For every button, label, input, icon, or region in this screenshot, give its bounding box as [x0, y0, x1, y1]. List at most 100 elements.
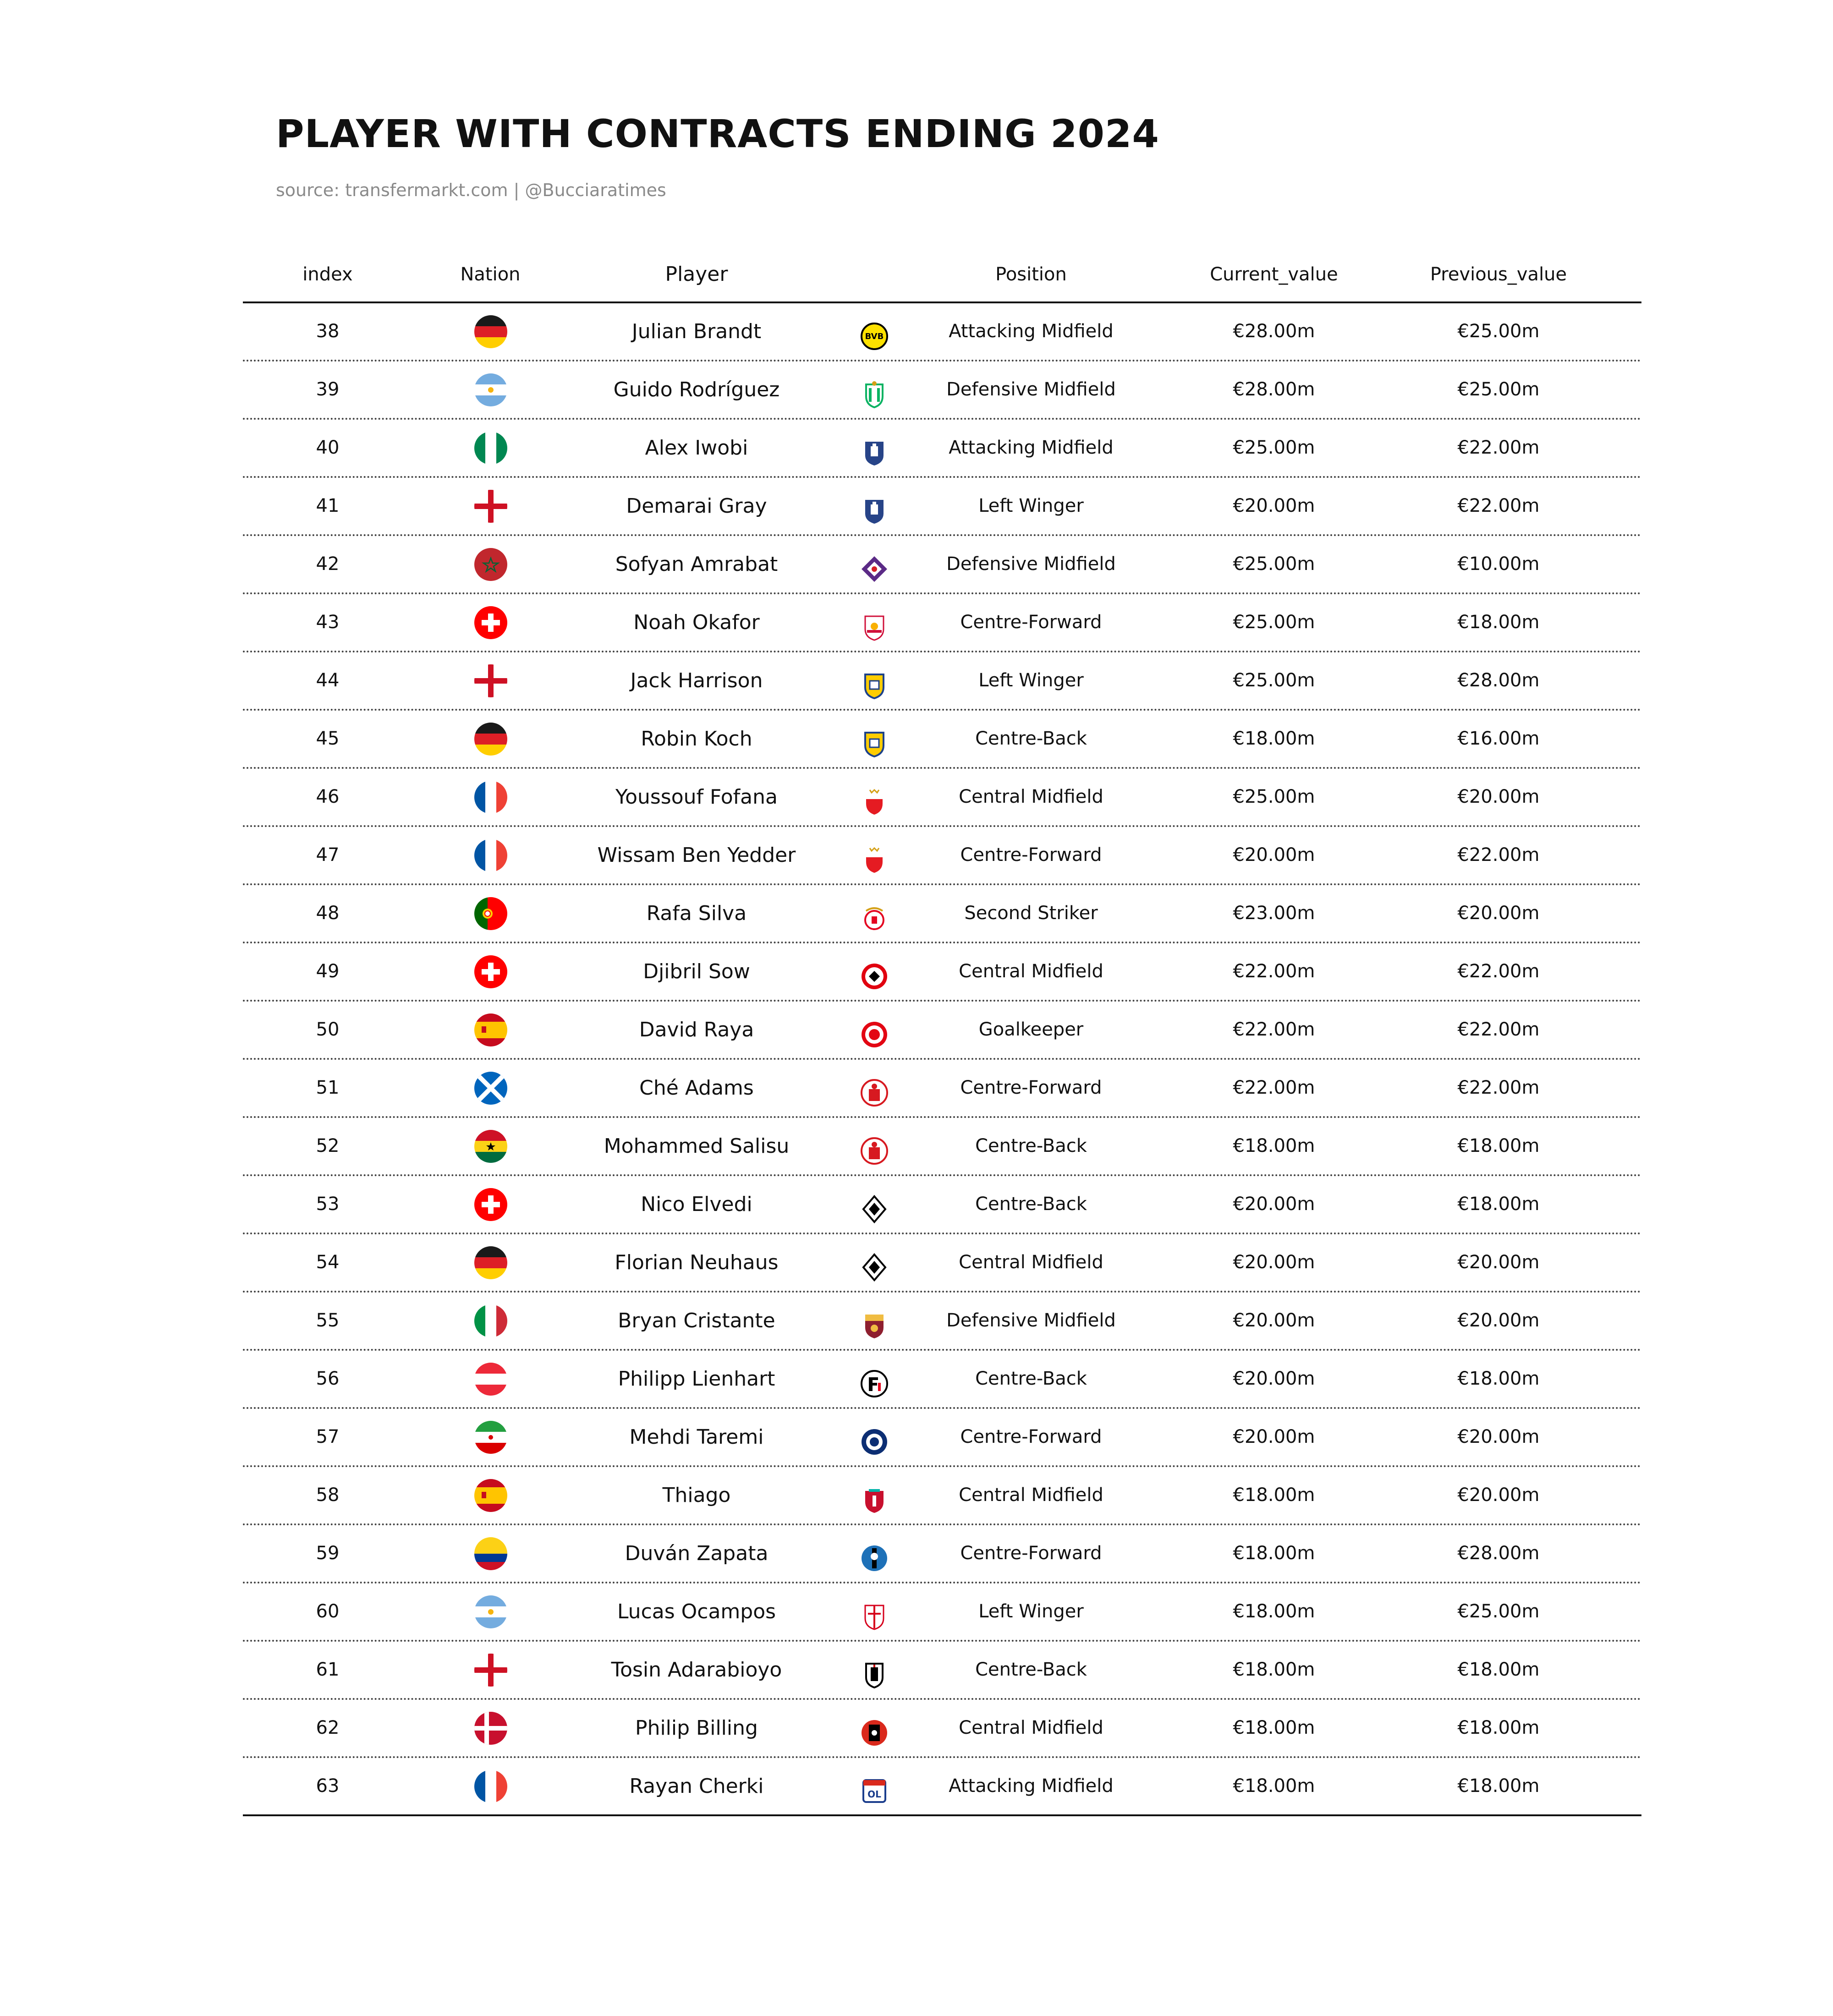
- current-value-cell: €20.00m: [1233, 844, 1315, 866]
- table-row: 44 Jack Harrison Left Winger €25.00m €28.00m: [243, 652, 1641, 711]
- lyon-crest-icon: OL: [860, 1776, 889, 1806]
- dortmund-crest-icon: BVB: [860, 322, 889, 351]
- table-row: 61 Tosin Adarabioyo Centre-Back €18.00m €18.…: [243, 1642, 1641, 1700]
- previous-value-cell: €18.00m: [1457, 1659, 1540, 1680]
- player-name: Rafa Silva: [646, 902, 747, 925]
- argentina-flag-icon: [474, 1595, 507, 1628]
- france-flag-icon: [474, 839, 507, 872]
- player-name: Noah Okafor: [633, 611, 760, 634]
- germany-flag-icon: [474, 723, 507, 756]
- nation-cell: [412, 420, 568, 476]
- previous-value-cell: €20.00m: [1457, 1426, 1540, 1447]
- table-row: 38 Julian Brandt BVB Attacking Midfield €28.…: [243, 303, 1641, 362]
- previous-value-cell: €16.00m: [1457, 728, 1540, 749]
- nation-cell: [412, 594, 568, 651]
- club-cell: [825, 1176, 916, 1233]
- row-index: 54: [316, 1252, 340, 1273]
- liverpool-crest-icon: [860, 1485, 889, 1515]
- portugal-flag-icon: [474, 897, 507, 930]
- porto-crest-icon: [860, 1427, 889, 1457]
- row-index: 41: [316, 495, 340, 516]
- table-row: 39 Guido Rodríguez Defensive Midfield €28.0…: [243, 362, 1641, 420]
- nation-cell: [412, 769, 568, 825]
- austria-flag-icon: [474, 1363, 507, 1396]
- spain-flag-icon: [474, 1013, 507, 1046]
- header-player: Player: [665, 263, 728, 286]
- table-row: 52 Mohammed Salisu Centre-Back €18.00m €18.0…: [243, 1118, 1641, 1176]
- row-index: 63: [316, 1775, 340, 1797]
- france-flag-icon: [474, 1770, 507, 1803]
- previous-value-cell: €20.00m: [1457, 1310, 1540, 1331]
- previous-value-cell: €20.00m: [1457, 1485, 1540, 1506]
- row-index: 39: [316, 379, 340, 400]
- switzerland-flag-icon: [474, 955, 507, 988]
- spain-flag-icon: [474, 1479, 507, 1512]
- table-row: 51 Ché Adams Centre-Forward €22.00m €22.00m: [243, 1060, 1641, 1118]
- current-value-cell: €22.00m: [1233, 961, 1315, 982]
- monaco-crest-icon: [860, 787, 889, 816]
- table-row: 57 Mehdi Taremi Centre-Forward €20.00m €20.0…: [243, 1409, 1641, 1467]
- header-previous-value: Previous_value: [1430, 264, 1567, 285]
- player-name: Demarai Gray: [626, 494, 767, 518]
- club-cell: [825, 594, 916, 651]
- player-name: David Raya: [639, 1018, 754, 1041]
- player-name: Bryan Cristante: [618, 1309, 775, 1332]
- position-cell: Second Striker: [964, 903, 1098, 924]
- table-row: 54 Florian Neuhaus Central Midfield €20.00m…: [243, 1234, 1641, 1293]
- current-value-cell: €20.00m: [1233, 1426, 1315, 1447]
- player-name: Thiago: [662, 1484, 731, 1507]
- leeds-crest-icon: [860, 671, 889, 700]
- row-index: 57: [316, 1426, 340, 1447]
- previous-value-cell: €18.00m: [1457, 1717, 1540, 1738]
- position-cell: Centre-Back: [975, 1135, 1087, 1156]
- row-index: 45: [316, 728, 340, 749]
- club-cell: [825, 1118, 916, 1174]
- club-cell: [825, 652, 916, 709]
- previous-value-cell: €28.00m: [1457, 1543, 1540, 1564]
- position-cell: Left Winger: [978, 1601, 1084, 1622]
- table-row: 41 Demarai Gray Left Winger €20.00m €22.00m: [243, 478, 1641, 536]
- previous-value-cell: €20.00m: [1457, 786, 1540, 807]
- current-value-cell: €25.00m: [1233, 670, 1315, 691]
- current-value-cell: €22.00m: [1233, 1019, 1315, 1040]
- current-value-cell: €28.00m: [1233, 321, 1315, 342]
- current-value-cell: €20.00m: [1233, 1194, 1315, 1215]
- current-value-cell: €18.00m: [1233, 1543, 1315, 1564]
- club-cell: [825, 1060, 916, 1116]
- position-cell: Attacking Midfield: [949, 1775, 1114, 1797]
- current-value-cell: €28.00m: [1233, 379, 1315, 400]
- row-index: 50: [316, 1019, 340, 1040]
- atalanta-crest-icon: [860, 1544, 889, 1573]
- club-cell: [825, 1467, 916, 1523]
- previous-value-cell: €20.00m: [1457, 903, 1540, 924]
- ghana-flag-icon: [474, 1130, 507, 1163]
- gladbach-crest-icon: [860, 1194, 889, 1224]
- position-cell: Defensive Midfield: [946, 379, 1116, 400]
- frankfurt-crest-icon: [860, 962, 889, 991]
- previous-value-cell: €25.00m: [1457, 1601, 1540, 1622]
- club-cell: BVB: [825, 303, 916, 360]
- club-cell: [825, 1002, 916, 1058]
- row-index: 61: [316, 1659, 340, 1680]
- previous-value-cell: €25.00m: [1457, 321, 1540, 342]
- nation-cell: [412, 827, 568, 883]
- nation-cell: [412, 885, 568, 942]
- position-cell: Central Midfield: [959, 961, 1103, 982]
- sevilla-crest-icon: [860, 1602, 889, 1631]
- position-cell: Attacking Midfield: [949, 437, 1114, 458]
- row-index: 43: [316, 612, 340, 633]
- switzerland-flag-icon: [474, 1188, 507, 1221]
- nation-cell: [412, 478, 568, 534]
- club-cell: OL: [825, 1758, 916, 1814]
- table-row: 49 Djibril Sow Central Midfield €22.00m €22.…: [243, 943, 1641, 1002]
- club-cell: [825, 827, 916, 883]
- table-row: 46 Youssouf Fofana Central Midfield €25.00m…: [243, 769, 1641, 827]
- club-cell: [825, 420, 916, 476]
- position-cell: Defensive Midfield: [946, 1310, 1116, 1331]
- england-flag-icon: [474, 664, 507, 697]
- table-row: 50 David Raya Goalkeeper €22.00m €22.00m: [243, 1002, 1641, 1060]
- club-cell: [825, 362, 916, 418]
- previous-value-cell: €22.00m: [1457, 844, 1540, 866]
- player-name: Alex Iwobi: [645, 436, 748, 460]
- position-cell: Left Winger: [978, 670, 1084, 691]
